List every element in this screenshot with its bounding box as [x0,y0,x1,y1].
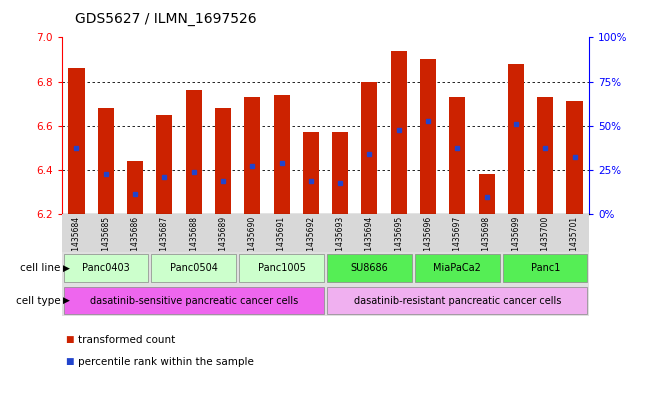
Text: GSM1435686: GSM1435686 [131,216,139,267]
Bar [332,132,348,214]
Bar [508,64,524,214]
Text: transformed count: transformed count [78,335,175,345]
Text: GSM1435692: GSM1435692 [307,216,315,267]
Bar [327,287,587,314]
Text: cell line: cell line [20,263,61,273]
Text: GDS5627 / ILMN_1697526: GDS5627 / ILMN_1697526 [75,12,256,26]
Text: percentile rank within the sample: percentile rank within the sample [78,356,254,367]
Bar [64,287,324,314]
Bar [98,108,114,214]
Bar [68,68,85,214]
Text: dasatinib-resistant pancreatic cancer cells: dasatinib-resistant pancreatic cancer ce… [353,296,561,306]
Text: GSM1435700: GSM1435700 [541,216,549,267]
Text: GSM1435696: GSM1435696 [424,216,432,267]
Text: Panc1: Panc1 [531,263,560,273]
Text: ■: ■ [65,336,74,344]
Bar [156,115,173,214]
Text: GSM1435689: GSM1435689 [219,216,227,267]
Bar [420,59,436,214]
Text: Panc0504: Panc0504 [170,263,217,273]
Bar [478,174,495,214]
Bar [240,254,324,282]
Bar [127,161,143,214]
Bar [503,254,587,282]
Bar [152,254,236,282]
Text: ▶: ▶ [63,296,70,305]
Bar [449,97,465,214]
Text: Panc1005: Panc1005 [258,263,305,273]
Text: GSM1435687: GSM1435687 [160,216,169,267]
Text: GSM1435698: GSM1435698 [482,216,491,267]
Bar [391,51,407,214]
Text: GSM1435695: GSM1435695 [395,216,403,267]
Bar [244,97,260,214]
Bar [273,95,290,214]
Text: GSM1435699: GSM1435699 [512,216,520,267]
Text: Panc0403: Panc0403 [82,263,130,273]
Text: GSM1435701: GSM1435701 [570,216,579,267]
Bar [186,90,202,214]
Text: SU8686: SU8686 [351,263,388,273]
Text: GSM1435693: GSM1435693 [336,216,344,267]
Bar [327,254,411,282]
Text: GSM1435684: GSM1435684 [72,216,81,267]
Text: GSM1435690: GSM1435690 [248,216,256,267]
Bar [215,108,231,214]
Bar [303,132,319,214]
Bar [64,254,148,282]
Bar [415,254,499,282]
Text: dasatinib-sensitive pancreatic cancer cells: dasatinib-sensitive pancreatic cancer ce… [90,296,298,306]
Text: ■: ■ [65,357,74,366]
Text: GSM1435688: GSM1435688 [189,216,198,267]
Text: GSM1435694: GSM1435694 [365,216,374,267]
Text: GSM1435697: GSM1435697 [453,216,462,267]
Text: MiaPaCa2: MiaPaCa2 [434,263,481,273]
Text: cell type: cell type [16,296,61,306]
Bar [537,97,553,214]
Text: ▶: ▶ [63,264,70,273]
Text: GSM1435691: GSM1435691 [277,216,286,267]
Bar [361,82,378,214]
Text: GSM1435685: GSM1435685 [102,216,110,267]
Bar [566,101,583,214]
